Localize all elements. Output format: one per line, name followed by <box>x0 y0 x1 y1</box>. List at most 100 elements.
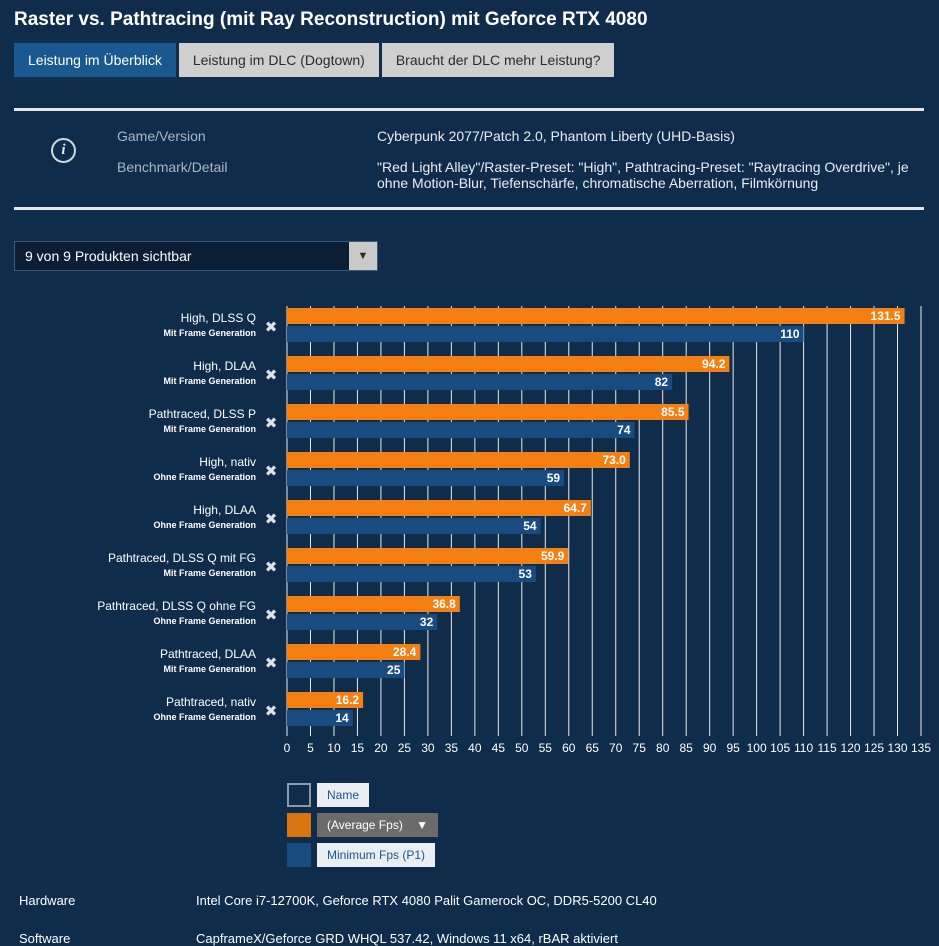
bar-value-label: 14 <box>335 711 349 725</box>
page-title: Raster vs. Pathtracing (mit Ray Reconstr… <box>14 9 648 30</box>
software-value: CapframeX/Geforce GRD WHQL 537.42, Windo… <box>196 931 618 946</box>
bar <box>287 710 353 726</box>
category-sublabel: Ohne Frame Generation <box>153 712 256 722</box>
category-sublabel: Mit Frame Generation <box>163 376 256 386</box>
x-tick-label: 25 <box>398 741 412 755</box>
bar <box>287 422 635 438</box>
bar <box>287 308 905 324</box>
x-tick-label: 120 <box>841 741 861 755</box>
x-tick-label: 0 <box>284 741 291 755</box>
x-tick-label: 65 <box>586 741 600 755</box>
bar-value-label: 16.2 <box>336 693 360 707</box>
legend-name-button[interactable]: Name <box>317 783 370 807</box>
category-sublabel: Ohne Frame Generation <box>153 616 256 626</box>
category-sublabel: Mit Frame Generation <box>163 328 256 338</box>
x-tick-label: 5 <box>307 741 314 755</box>
category-label: Pathtraced, DLSS P <box>149 407 256 421</box>
x-tick-label: 50 <box>515 741 529 755</box>
bar <box>287 326 804 342</box>
tab-overview[interactable]: Leistung im Überblick <box>14 43 176 77</box>
bar <box>287 662 405 678</box>
remove-icon[interactable]: ✖ <box>265 366 278 384</box>
category-label: Pathtraced, DLSS Q mit FG <box>108 551 256 565</box>
x-tick-label: 115 <box>818 741 837 755</box>
legend-minimum-swatch[interactable] <box>287 843 311 867</box>
bar-value-label: 59 <box>547 471 561 485</box>
remove-icon[interactable]: ✖ <box>265 414 278 432</box>
divider-bottom <box>14 207 924 210</box>
bar <box>287 566 536 582</box>
bar-value-label: 82 <box>655 375 669 389</box>
x-tick-label: 95 <box>726 741 740 755</box>
category-label: High, DLAA <box>193 359 256 373</box>
bar <box>287 644 421 660</box>
bar <box>287 404 689 420</box>
category-label: High, DLSS Q <box>181 311 256 325</box>
bar-value-label: 74 <box>617 423 631 437</box>
bar-value-label: 32 <box>420 615 434 629</box>
legend-name-swatch[interactable] <box>287 783 311 807</box>
chevron-down-icon[interactable]: ▼ <box>349 242 377 270</box>
category-label: High, nativ <box>199 455 256 469</box>
game-version-label: Game/Version <box>117 128 206 144</box>
legend-average-button[interactable]: (Average Fps) ▼ <box>317 813 439 837</box>
category-sublabel: Mit Frame Generation <box>163 424 256 434</box>
software-label: Software <box>19 931 71 946</box>
remove-icon[interactable]: ✖ <box>265 558 278 576</box>
x-tick-label: 40 <box>468 741 482 755</box>
info-icon: i <box>51 138 76 163</box>
bar <box>287 548 569 564</box>
x-tick-label: 80 <box>656 741 670 755</box>
bar-value-label: 85.5 <box>661 405 685 419</box>
tab-bar: Leistung im Überblick Leistung im DLC (D… <box>14 43 615 77</box>
x-tick-label: 15 <box>351 741 365 755</box>
category-label: Pathtraced, DLAA <box>160 647 256 661</box>
sort-arrow-icon: ▼ <box>416 818 429 832</box>
bar-value-label: 73.0 <box>602 453 626 467</box>
bar-value-label: 54 <box>523 519 537 533</box>
divider-top <box>14 108 924 111</box>
bar-value-label: 53 <box>519 567 533 581</box>
bar <box>287 356 730 372</box>
remove-icon[interactable]: ✖ <box>265 654 278 672</box>
category-sublabel: Ohne Frame Generation <box>153 520 256 530</box>
remove-icon[interactable]: ✖ <box>265 702 278 720</box>
remove-icon[interactable]: ✖ <box>265 462 278 480</box>
bar <box>287 596 460 612</box>
dropdown-label: 9 von 9 Produkten sichtbar <box>25 248 192 264</box>
bar-value-label: 94.2 <box>702 357 726 371</box>
x-tick-label: 110 <box>794 741 813 755</box>
x-tick-label: 30 <box>421 741 435 755</box>
tab-dlc-performance[interactable]: Leistung im DLC (Dogtown) <box>178 43 379 77</box>
legend-average-swatch[interactable] <box>287 813 311 837</box>
bar <box>287 614 438 630</box>
remove-icon[interactable]: ✖ <box>265 318 278 336</box>
tab-dlc-more-performance[interactable]: Braucht der DLC mehr Leistung? <box>381 43 615 77</box>
category-label: Pathtraced, DLSS Q ohne FG <box>97 599 256 613</box>
x-tick-label: 125 <box>864 741 884 755</box>
x-tick-label: 90 <box>703 741 717 755</box>
hardware-value: Intel Core i7-12700K, Geforce RTX 4080 P… <box>196 893 657 908</box>
hardware-label: Hardware <box>19 893 76 908</box>
x-tick-label: 130 <box>888 741 908 755</box>
remove-icon[interactable]: ✖ <box>265 606 278 624</box>
category-sublabel: Mit Frame Generation <box>163 568 256 578</box>
bar-chart: 0 5 10 15 20 25 30 35 40 45 50 55 60 65 70 75 80 85 90 95 10… <box>97 306 931 755</box>
legend-minimum-button[interactable]: Minimum Fps (P1) <box>317 843 436 867</box>
category-label: High, DLAA <box>193 503 256 517</box>
bar-value-label: 25 <box>387 663 401 677</box>
product-visibility-dropdown[interactable]: 9 von 9 Produkten sichtbar ▼ <box>14 241 378 271</box>
x-tick-label: 35 <box>445 741 459 755</box>
legend-average-label: (Average Fps) <box>327 818 403 832</box>
benchmark-value: "Red Light Alley"/Raster-Preset: "High",… <box>377 159 909 191</box>
bar <box>287 518 541 534</box>
x-tick-label: 10 <box>327 741 341 755</box>
bar <box>287 470 565 486</box>
bar <box>287 452 630 468</box>
x-tick-label: 20 <box>374 741 388 755</box>
remove-icon[interactable]: ✖ <box>265 510 278 528</box>
x-tick-label: 105 <box>770 741 790 755</box>
category-label: Pathtraced, nativ <box>166 695 256 709</box>
bar-value-label: 59.9 <box>541 549 565 563</box>
bar-value-label: 36.8 <box>432 597 456 611</box>
